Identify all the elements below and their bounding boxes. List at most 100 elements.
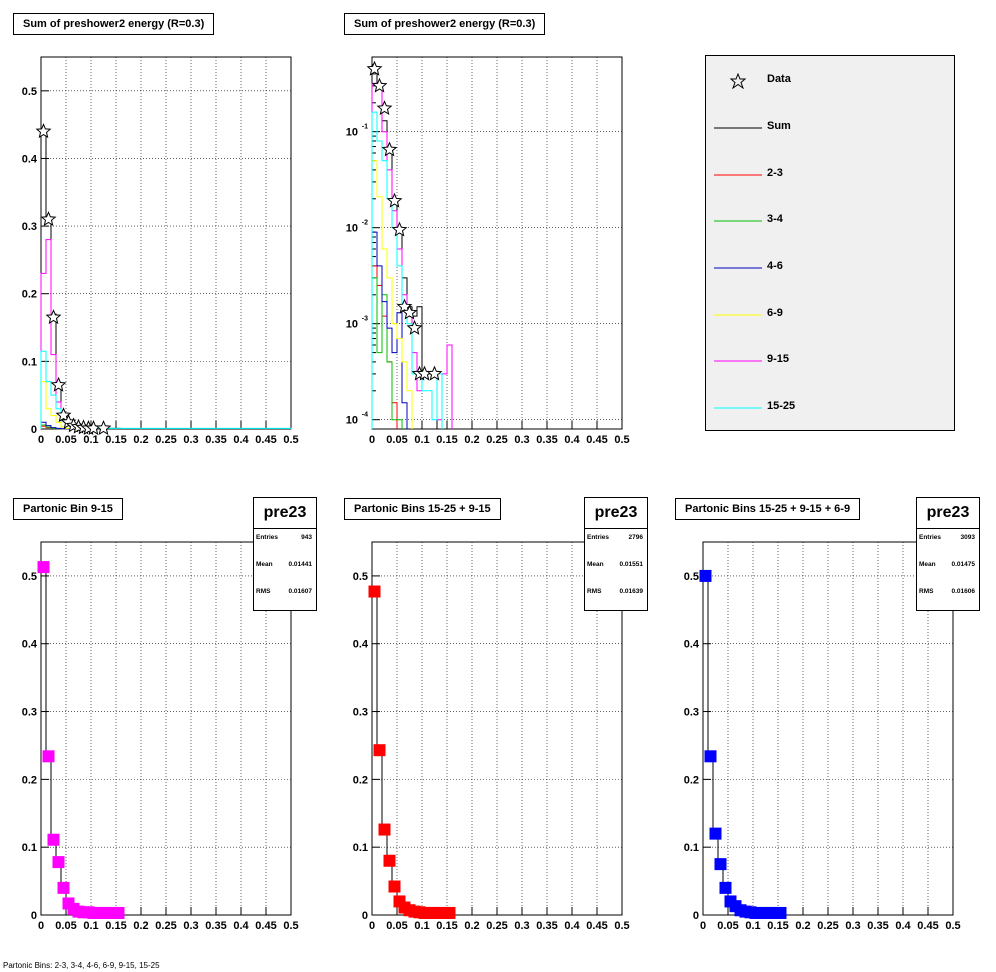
square-marker <box>383 854 396 867</box>
line-swatch-icon <box>714 360 762 362</box>
plot-title-bins-15-25-9-15-6-9: Partonic Bins 15-25 + 9-15 + 6-9 <box>675 498 861 520</box>
stats-rms-label: RMS <box>587 588 602 595</box>
square-marker <box>42 750 55 763</box>
data-point-star <box>45 309 62 325</box>
legend-entry-data: Data <box>706 70 954 90</box>
x-tick-label: 0.3 <box>183 920 198 932</box>
x-tick-label: 0.15 <box>105 920 126 932</box>
data-point-star <box>50 376 67 392</box>
stats-box-bin-9-15: pre23 Entries 943 Mean 0.01441 RMS 0.01607 <box>253 497 317 611</box>
x-tick-label: 0.05 <box>386 434 407 446</box>
square-marker <box>112 906 125 919</box>
y-tick-label: 0.3 <box>22 221 37 233</box>
line-swatch-icon <box>714 267 762 269</box>
x-tick-label: 0.5 <box>614 434 629 446</box>
x-tick-label: 0.05 <box>55 920 76 932</box>
x-tick-label: 0.4 <box>564 434 580 446</box>
data-point-star <box>381 141 398 157</box>
series-2-3 <box>371 265 398 429</box>
plot-1: 0 0.05 0.1 0.15 0.2 0.25 0.3 0.35 0.4 0.45 0.5 10 -4… <box>346 56 630 446</box>
x-tick-label: 0.4 <box>895 920 911 932</box>
x-tick-label: 0.2 <box>133 920 148 932</box>
legend-label: 4-6 <box>767 260 783 272</box>
series-4-6 <box>40 421 72 430</box>
legend: Data Sum 2-3 3-4 4-6 6-9 9-15 15-25 <box>705 55 955 431</box>
series-3-4 <box>371 277 403 429</box>
x-tick-label: 0.15 <box>105 434 126 446</box>
stats-entries-value: 3093 <box>960 534 975 541</box>
x-tick-label: 0.15 <box>767 920 788 932</box>
x-tick-label: 0.45 <box>255 920 276 932</box>
y-tick-label: 0.4 <box>353 639 369 651</box>
x-tick-label: 0.35 <box>867 920 888 932</box>
y-tick-label: 0.1 <box>353 842 368 854</box>
plot-2: 0 0.05 0.1 0.15 0.2 0.25 0.3 0.35 0.4 0.45 0.5 0 0.1… <box>22 541 299 932</box>
x-tick-label: 0.1 <box>83 920 98 932</box>
plot-title-log: Sum of preshower2 energy (R=0.3) <box>344 13 546 35</box>
stats-name: pre23 <box>254 498 316 529</box>
x-tick-label: 0.15 <box>436 920 457 932</box>
y-tick-label: 0.5 <box>684 571 699 583</box>
stats-rms-value: 0.01607 <box>288 588 313 595</box>
y-tick-label: 10 <box>346 223 358 235</box>
stats-entries-label: Entries <box>919 534 942 541</box>
plot-4: 0 0.05 0.1 0.15 0.2 0.25 0.3 0.35 0.4 0.45 0.5 0 0.1… <box>684 541 961 932</box>
square-marker <box>699 569 712 582</box>
stats-entries-label: Entries <box>587 534 610 541</box>
data-point-star <box>40 211 57 227</box>
stats-entries-value: 2796 <box>628 534 643 541</box>
x-tick-label: 0.45 <box>586 920 607 932</box>
x-tick-label: 0 <box>38 434 44 446</box>
x-tick-label: 0 <box>700 920 706 932</box>
stats-entries-value: 943 <box>301 534 312 541</box>
x-tick-label: 0.25 <box>486 920 507 932</box>
legend-label: 2-3 <box>767 167 783 179</box>
x-tick-label: 0.3 <box>845 920 860 932</box>
stats-mean-value: 0.01551 <box>619 561 644 568</box>
x-tick-label: 0.2 <box>795 920 810 932</box>
square-marker <box>388 880 401 893</box>
square-marker <box>709 827 722 840</box>
x-tick-label: 0.25 <box>155 920 176 932</box>
square-marker <box>52 856 65 869</box>
line-swatch-icon <box>714 407 762 409</box>
stats-mean-value: 0.01441 <box>288 561 313 568</box>
stats-mean-label: Mean <box>256 561 273 568</box>
x-tick-label: 0.35 <box>205 920 226 932</box>
square-marker <box>368 585 381 598</box>
x-tick-label: 0.05 <box>55 434 76 446</box>
line-swatch-icon <box>714 174 762 176</box>
y-tick-exponent: -2 <box>362 220 368 227</box>
y-tick-label: 0.2 <box>22 289 37 301</box>
x-tick-label: 0.25 <box>817 920 838 932</box>
y-tick-label: 0.5 <box>22 571 37 583</box>
x-tick-label: 0.45 <box>255 434 276 446</box>
legend-label: Sum <box>767 120 791 132</box>
y-tick-label: 0.2 <box>684 774 699 786</box>
x-tick-label: 0.05 <box>717 920 738 932</box>
y-tick-label: 0 <box>31 910 37 922</box>
data-point-star <box>391 221 408 237</box>
y-tick-label: 0.1 <box>684 842 699 854</box>
x-tick-label: 0.5 <box>945 920 960 932</box>
y-tick-label: 0.1 <box>22 356 37 368</box>
legend-label: 6-9 <box>767 307 783 319</box>
y-tick-label: 0.4 <box>22 639 38 651</box>
x-tick-label: 0.35 <box>536 434 557 446</box>
data-point-star <box>401 304 418 320</box>
legend-entry-sum: Sum <box>706 117 954 137</box>
x-tick-label: 0.45 <box>917 920 938 932</box>
star-marker-icon <box>729 73 747 89</box>
stats-box-bins-15-25-9-15: pre23 Entries 2796 Mean 0.01551 RMS 0.01639 <box>584 497 648 611</box>
square-marker <box>714 858 727 871</box>
line-swatch-icon <box>714 127 762 129</box>
stats-rms-label: RMS <box>919 588 934 595</box>
square-marker <box>774 906 787 919</box>
x-tick-label: 0.45 <box>586 434 607 446</box>
y-tick-exponent: -3 <box>362 316 368 323</box>
legend-entry-15-25: 15-25 <box>706 397 954 417</box>
legend-entry-6-9: 6-9 <box>706 304 954 324</box>
legend-label: 3-4 <box>767 213 783 225</box>
x-tick-label: 0.3 <box>183 434 198 446</box>
x-tick-label: 0.05 <box>386 920 407 932</box>
